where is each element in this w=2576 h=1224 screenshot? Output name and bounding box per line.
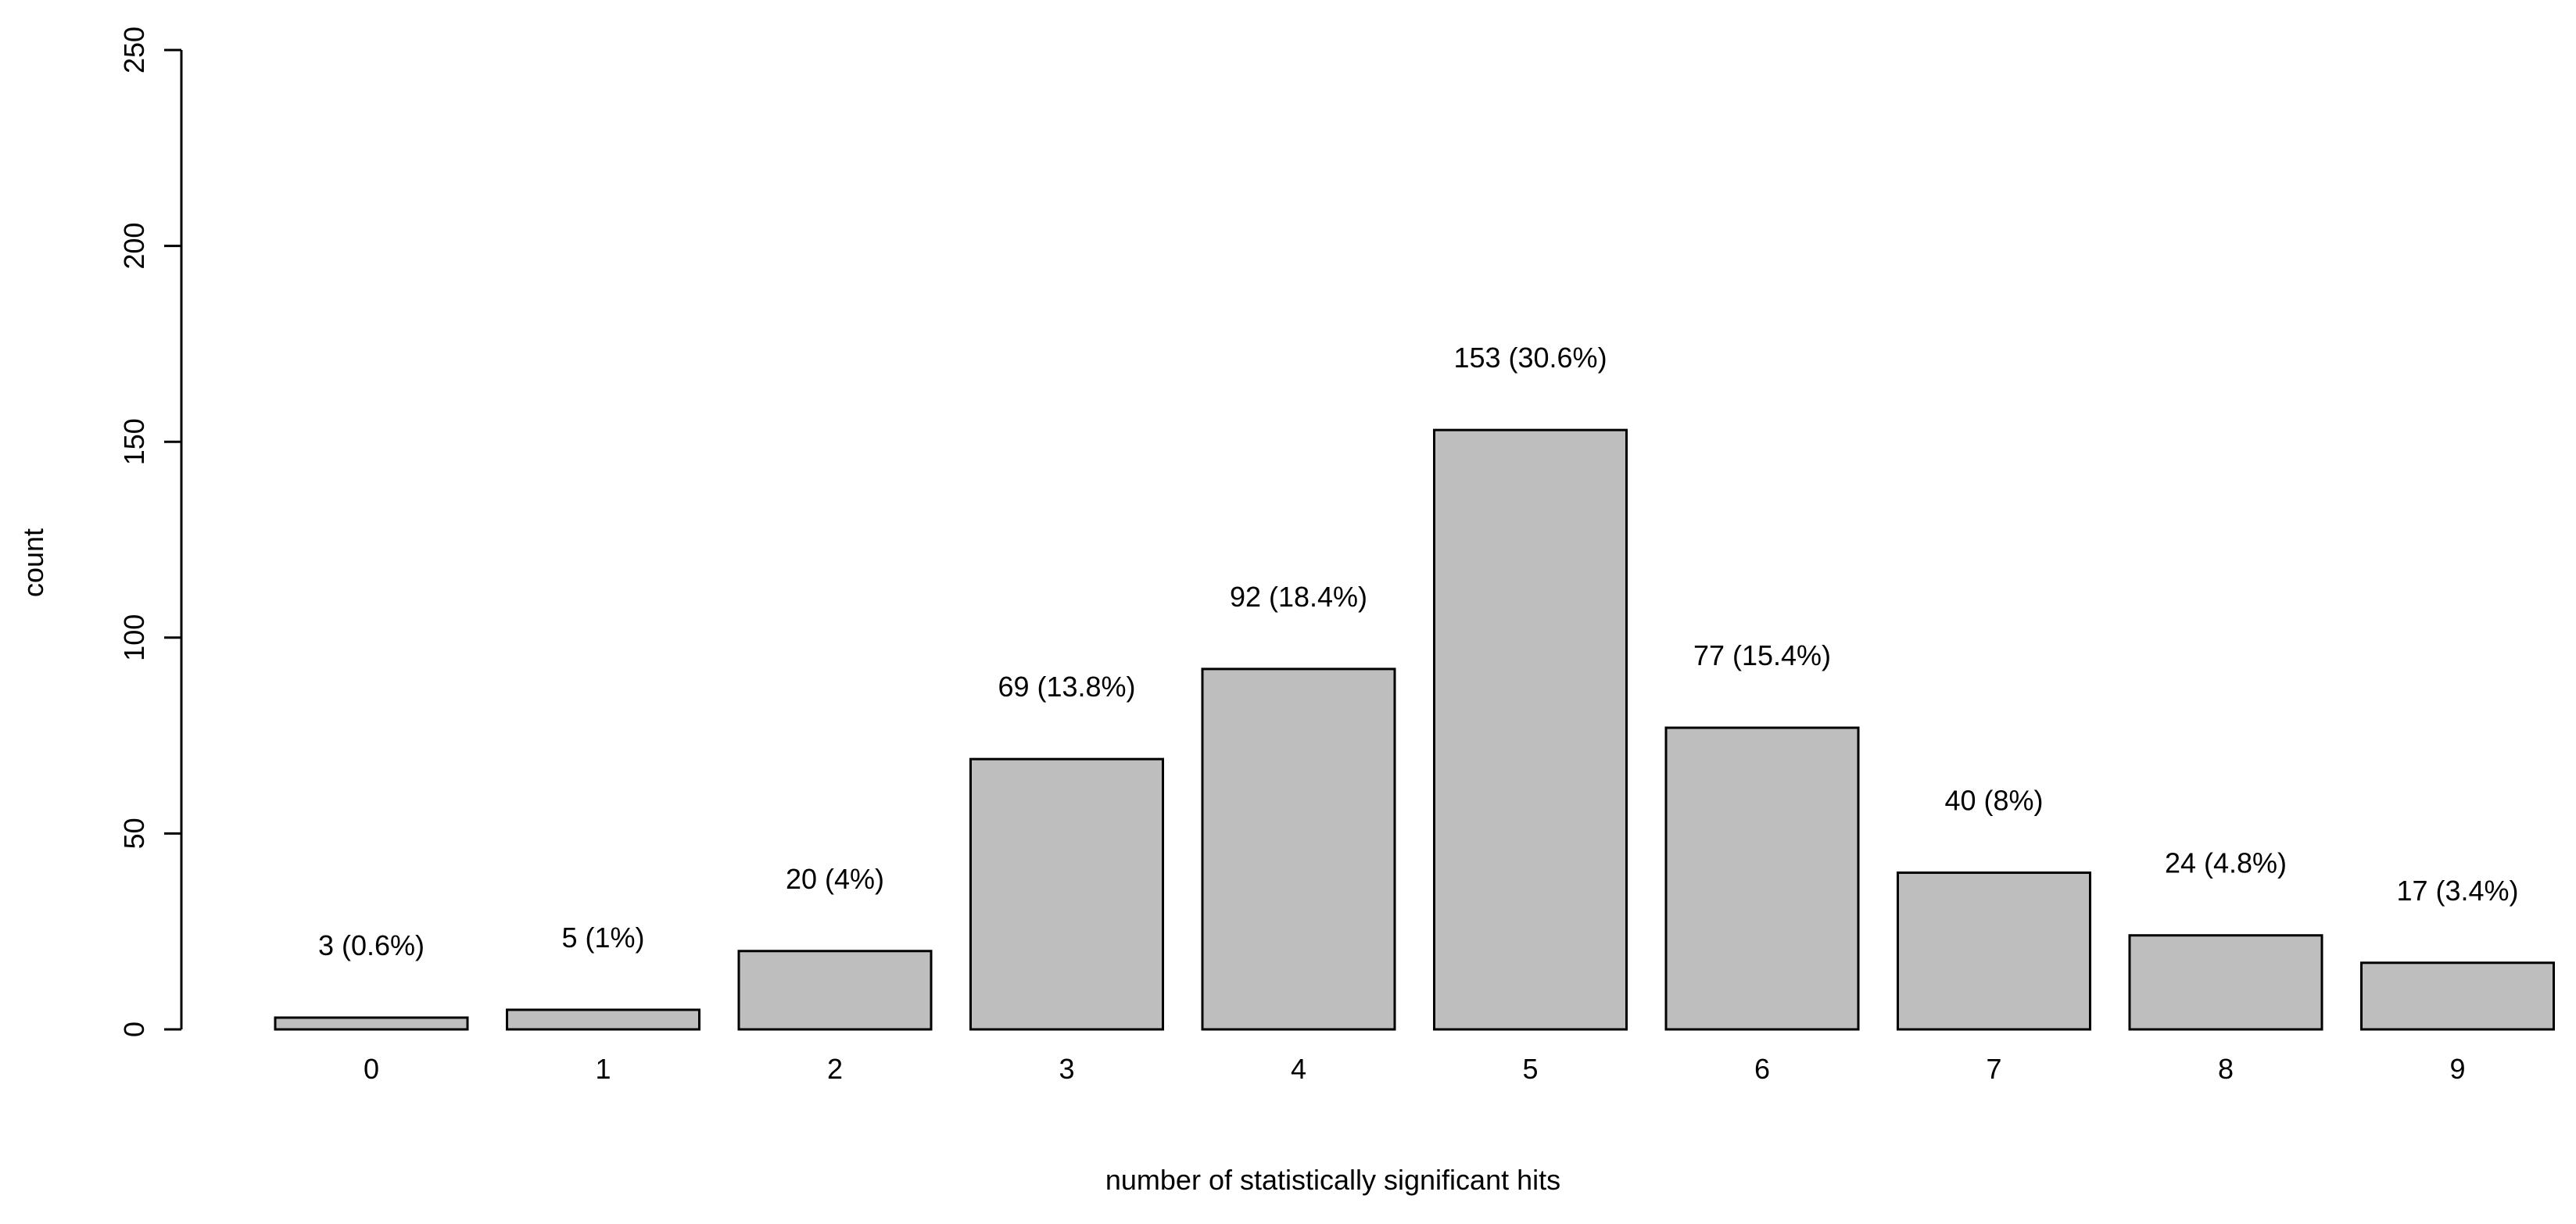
y-tick-label: 50	[118, 818, 150, 849]
y-tick-label: 200	[118, 223, 150, 270]
bar-5	[1433, 428, 1628, 1031]
x-axis: 0 1 2 3 4 5 6 7 8 9	[364, 1053, 2466, 1085]
x-tick-label: 6	[1754, 1053, 1770, 1085]
x-tick-label: 2	[827, 1053, 843, 1085]
x-axis-title: number of statistically significant hits	[1105, 1164, 1560, 1196]
data-label: 92 (18.4%)	[1230, 581, 1367, 613]
data-label: 24 (4.8%)	[2165, 847, 2287, 879]
bar-7	[1897, 871, 2091, 1031]
x-tick-label: 0	[364, 1053, 379, 1085]
x-tick-label: 9	[2449, 1053, 2465, 1085]
x-tick-label: 4	[1291, 1053, 1306, 1085]
x-tick-label: 5	[1522, 1053, 1538, 1085]
bar-9	[2360, 961, 2555, 1031]
x-tick-label: 8	[2218, 1053, 2234, 1085]
bar-8	[2128, 934, 2323, 1031]
bar-6	[1664, 726, 1860, 1031]
data-label: 40 (8%)	[1944, 785, 2043, 817]
x-tick-label: 3	[1059, 1053, 1074, 1085]
data-label: 77 (15.4%)	[1693, 639, 1831, 671]
y-tick-label: 150	[118, 418, 150, 465]
y-axis: 0 50 100 150 200 250	[118, 27, 183, 1037]
x-tick-label: 1	[595, 1053, 611, 1085]
bar-1	[506, 1008, 700, 1031]
bars-group	[274, 428, 2555, 1031]
y-tick-label: 100	[118, 614, 150, 661]
data-label: 3 (0.6%)	[318, 929, 425, 961]
data-label: 5 (1%)	[561, 922, 644, 954]
data-label: 20 (4%)	[786, 863, 884, 895]
y-axis-title: count	[17, 528, 49, 597]
bar-4	[1201, 667, 1396, 1031]
y-tick-label: 0	[118, 1022, 150, 1037]
data-label: 17 (3.4%)	[2396, 875, 2518, 907]
x-tick-label: 7	[1986, 1053, 2001, 1085]
bar-2	[737, 950, 933, 1031]
data-label: 69 (13.8%)	[998, 671, 1135, 703]
bar-3	[969, 757, 1164, 1031]
data-labels-group: 3 (0.6%) 5 (1%) 20 (4%) 69 (13.8%) 92 (18.4%…	[318, 342, 2519, 961]
bar-0	[274, 1016, 469, 1031]
y-tick-label: 250	[118, 27, 150, 73]
data-label: 153 (30.6%)	[1453, 342, 1607, 374]
